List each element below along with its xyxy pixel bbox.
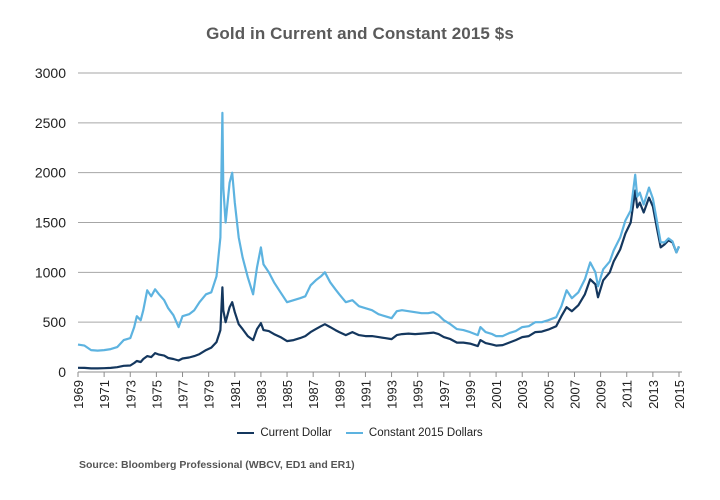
y-tick-label: 2000 — [35, 165, 66, 181]
gridlines — [78, 72, 682, 373]
x-tick-label: 2003 — [515, 380, 530, 409]
series-line-constant-2015-dollars — [77, 111, 681, 352]
legend-item-current-dollar: Current Dollar — [237, 427, 332, 439]
legend-label-constant-2015-dollars: Constant 2015 Dollars — [368, 427, 483, 439]
x-tick-label: 1981 — [228, 380, 243, 409]
x-tick-label: 1987 — [306, 380, 321, 409]
x-tick-label: 1989 — [332, 380, 347, 409]
x-axis-ticks: 1969 1971 1973 1975 1977 1979 1981 1983 1985 1987… — [71, 372, 687, 409]
y-tick-label: 3000 — [35, 65, 66, 81]
x-tick-label: 1983 — [254, 380, 269, 409]
y-tick-label: 1000 — [35, 264, 66, 280]
y-tick-label: 2500 — [35, 115, 66, 131]
y-tick-label: 500 — [43, 314, 67, 330]
x-tick-label: 1969 — [71, 380, 86, 409]
x-tick-label: 1995 — [411, 380, 426, 409]
x-tick-label: 1979 — [202, 380, 217, 409]
x-tick-label: 1997 — [437, 380, 452, 409]
x-tick-label: 2007 — [567, 380, 582, 409]
legend: Current Dollar Constant 2015 Dollars — [0, 427, 720, 439]
legend-label-current-dollar: Current Dollar — [260, 427, 332, 439]
x-tick-label: 1975 — [149, 380, 164, 409]
x-tick-label: 1985 — [280, 380, 295, 409]
series-line-current-dollar — [77, 189, 681, 370]
x-tick-label: 2015 — [672, 380, 687, 409]
chart-title: Gold in Current and Constant 2015 $s — [206, 24, 514, 43]
x-tick-label: 2011 — [620, 380, 635, 408]
x-tick-label: 2013 — [646, 380, 661, 409]
legend-item-constant-2015-dollars: Constant 2015 Dollars — [345, 427, 483, 439]
legend-swatch-current-dollar — [237, 432, 255, 434]
y-axis-ticks: 0 500 1000 1500 2000 2500 3000 — [35, 65, 66, 380]
x-tick-label: 1977 — [176, 380, 191, 409]
x-tick-label: 1971 — [97, 380, 112, 409]
series-lines — [77, 111, 681, 370]
y-tick-label: 1500 — [35, 215, 66, 231]
x-tick-label: 2005 — [541, 380, 556, 409]
source-note: Source: Bloomberg Professional (WBCV, ED… — [79, 459, 355, 471]
x-tick-label: 1999 — [463, 380, 478, 409]
y-tick-label: 0 — [58, 364, 66, 380]
x-tick-label: 1993 — [385, 380, 400, 409]
x-tick-label: 2001 — [489, 380, 504, 409]
x-tick-label: 1973 — [123, 380, 138, 409]
x-tick-label: 1991 — [358, 380, 373, 409]
x-tick-label: 2009 — [594, 380, 609, 409]
legend-swatch-constant-2015-dollars — [345, 432, 363, 434]
